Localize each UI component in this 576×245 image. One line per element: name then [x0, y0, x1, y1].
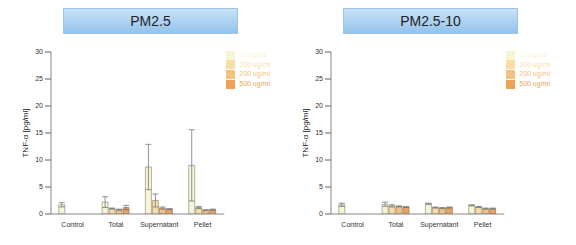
svg-text:0: 0: [39, 210, 43, 217]
svg-text:5: 5: [39, 183, 43, 190]
svg-text:Supernatant: Supernatant: [140, 221, 178, 229]
svg-text:5: 5: [319, 183, 323, 190]
html-text:10 ug/ml: 10 ug/ml: [239, 51, 267, 58]
svg-text:Control: Control: [341, 221, 364, 228]
svg-text:10: 10: [315, 156, 323, 163]
svg-text:15: 15: [35, 129, 43, 136]
svg-text:25: 25: [35, 75, 43, 82]
svg-text:Total: Total: [109, 221, 124, 228]
svg-text:Pellet: Pellet: [474, 221, 492, 228]
html-text:PM2.5-10: PM2.5-10: [400, 13, 461, 29]
html-text:PM2.5: PM2.5: [130, 13, 171, 29]
html-text:200 ug/ml: 200 ug/ml: [519, 70, 550, 78]
svg-text:10: 10: [35, 156, 43, 163]
svg-text:Supernatant: Supernatant: [420, 221, 458, 229]
svg-text:25: 25: [315, 75, 323, 82]
svg-text:TNF-α [pg/ml]: TNF-α [pg/ml]: [21, 108, 30, 157]
svg-text:30: 30: [35, 48, 43, 55]
svg-text:30: 30: [315, 48, 323, 55]
svg-text:0: 0: [319, 210, 323, 217]
svg-text:Pellet: Pellet: [194, 221, 212, 228]
html-text:200 ug/ml: 200 ug/ml: [239, 70, 270, 78]
html-text:500 ug/ml: 500 ug/ml: [239, 80, 270, 87]
svg-text:20: 20: [315, 102, 323, 109]
html-text:10 ug/ml: 10 ug/ml: [519, 51, 547, 58]
html-text:500 ug/ml: 500 ug/ml: [519, 80, 550, 87]
svg-text:Control: Control: [61, 221, 84, 228]
html-text:100 ug/ml: 100 ug/ml: [519, 60, 550, 68]
svg-text:Total: Total: [389, 221, 404, 228]
svg-text:TNF-α [pg/ml]: TNF-α [pg/ml]: [301, 108, 310, 157]
html-text:100 ug/ml: 100 ug/ml: [239, 60, 270, 68]
svg-text:20: 20: [35, 102, 43, 109]
svg-text:15: 15: [315, 129, 323, 136]
